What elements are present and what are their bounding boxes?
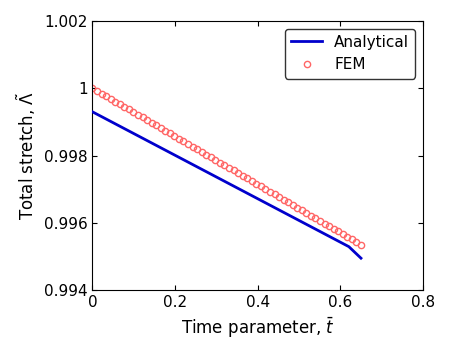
Analytical [358, 256, 364, 260]
FEM [158, 126, 163, 130]
Legend: Analytical, FEM: Analytical, FEM [285, 29, 415, 78]
Analytical [143, 137, 148, 142]
FEM [90, 86, 95, 91]
Line: FEM: FEM [90, 85, 364, 248]
FEM [167, 131, 172, 136]
FEM [258, 184, 264, 189]
X-axis label: Time parameter, $\bar{t}$: Time parameter, $\bar{t}$ [181, 316, 335, 340]
Analytical [90, 110, 95, 114]
Analytical [311, 226, 316, 230]
FEM [176, 137, 182, 141]
FEM [358, 242, 364, 247]
Analytical [275, 207, 280, 211]
FEM [181, 139, 186, 143]
Analytical [356, 253, 361, 258]
Analytical [222, 179, 228, 184]
Analytical [218, 178, 224, 182]
Y-axis label: Total stretch, $\tilde{\Lambda}$: Total stretch, $\tilde{\Lambda}$ [15, 91, 38, 220]
FEM [135, 113, 141, 117]
Line: Analytical: Analytical [92, 112, 361, 258]
